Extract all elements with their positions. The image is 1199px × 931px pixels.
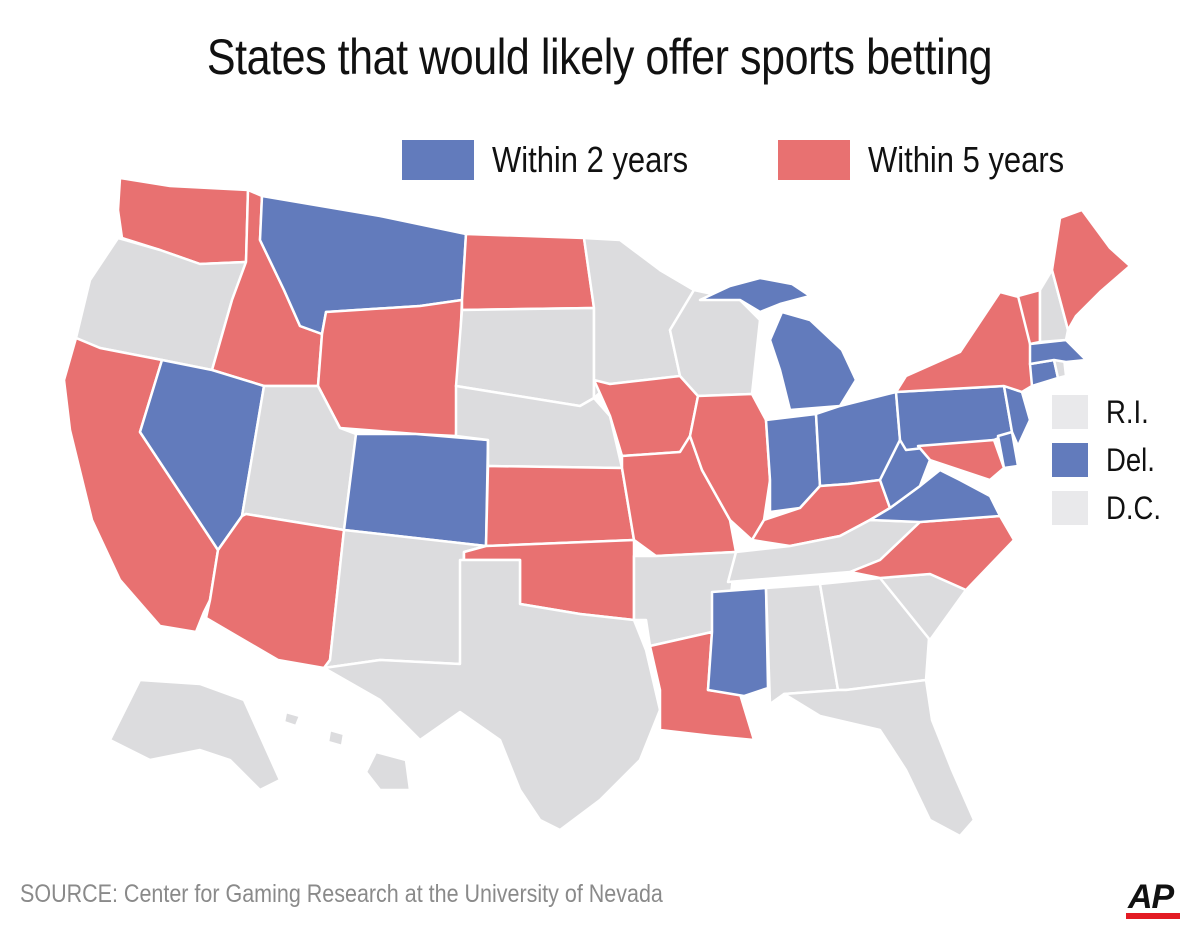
- state-ND: [460, 232, 596, 312]
- legend-label-within-2: Within 2 years: [492, 139, 689, 180]
- ap-logo: AP: [1128, 878, 1174, 916]
- state-NH: [1038, 268, 1070, 344]
- small-state-swatch: [1052, 395, 1088, 429]
- source-note: SOURCE: Center for Gaming Research at th…: [20, 880, 663, 908]
- legend-swatch-blue: [402, 140, 474, 180]
- legend-swatch-red: [778, 140, 850, 180]
- state-MO: [620, 434, 738, 558]
- state-NC: [848, 514, 1016, 592]
- map-title: States that would likely offer sports be…: [206, 29, 993, 85]
- state-TX: [322, 558, 662, 832]
- state-KS: [484, 464, 636, 548]
- state-DE: [996, 430, 1020, 470]
- state-MS: [706, 586, 770, 698]
- state-MA: [1028, 338, 1088, 366]
- small-state-swatch: [1052, 443, 1088, 477]
- small-state-swatch: [1052, 491, 1088, 525]
- state-MI-UP: [698, 276, 812, 314]
- small-state-del: Del.: [1052, 436, 1170, 484]
- legend-within-2-years: Within 2 years: [402, 138, 720, 182]
- small-states-legend: R.I. Del. D.C.: [1052, 388, 1170, 532]
- small-state-label-dc: D.C.: [1106, 489, 1162, 526]
- ap-logo-bar: [1126, 913, 1180, 919]
- state-HI-3: [364, 750, 412, 792]
- state-HI-2: [326, 728, 346, 748]
- state-WY: [316, 298, 464, 438]
- state-HI: [282, 710, 302, 728]
- state-MD: [916, 438, 1006, 482]
- state-ME: [1050, 208, 1132, 332]
- state-NY: [894, 290, 1034, 394]
- small-state-label-ri: R.I.: [1106, 393, 1149, 430]
- legend-within-5-years: Within 5 years: [778, 138, 1096, 182]
- legend-label-within-5: Within 5 years: [868, 139, 1065, 180]
- small-state-dc: D.C.: [1052, 484, 1170, 532]
- state-AZ: [204, 512, 346, 670]
- state-AK: [108, 678, 282, 792]
- state-FL: [782, 678, 976, 838]
- state-CO: [342, 432, 490, 548]
- small-state-label-del: Del.: [1106, 441, 1155, 478]
- state-MI: [768, 310, 858, 412]
- small-state-ri: R.I.: [1052, 388, 1170, 436]
